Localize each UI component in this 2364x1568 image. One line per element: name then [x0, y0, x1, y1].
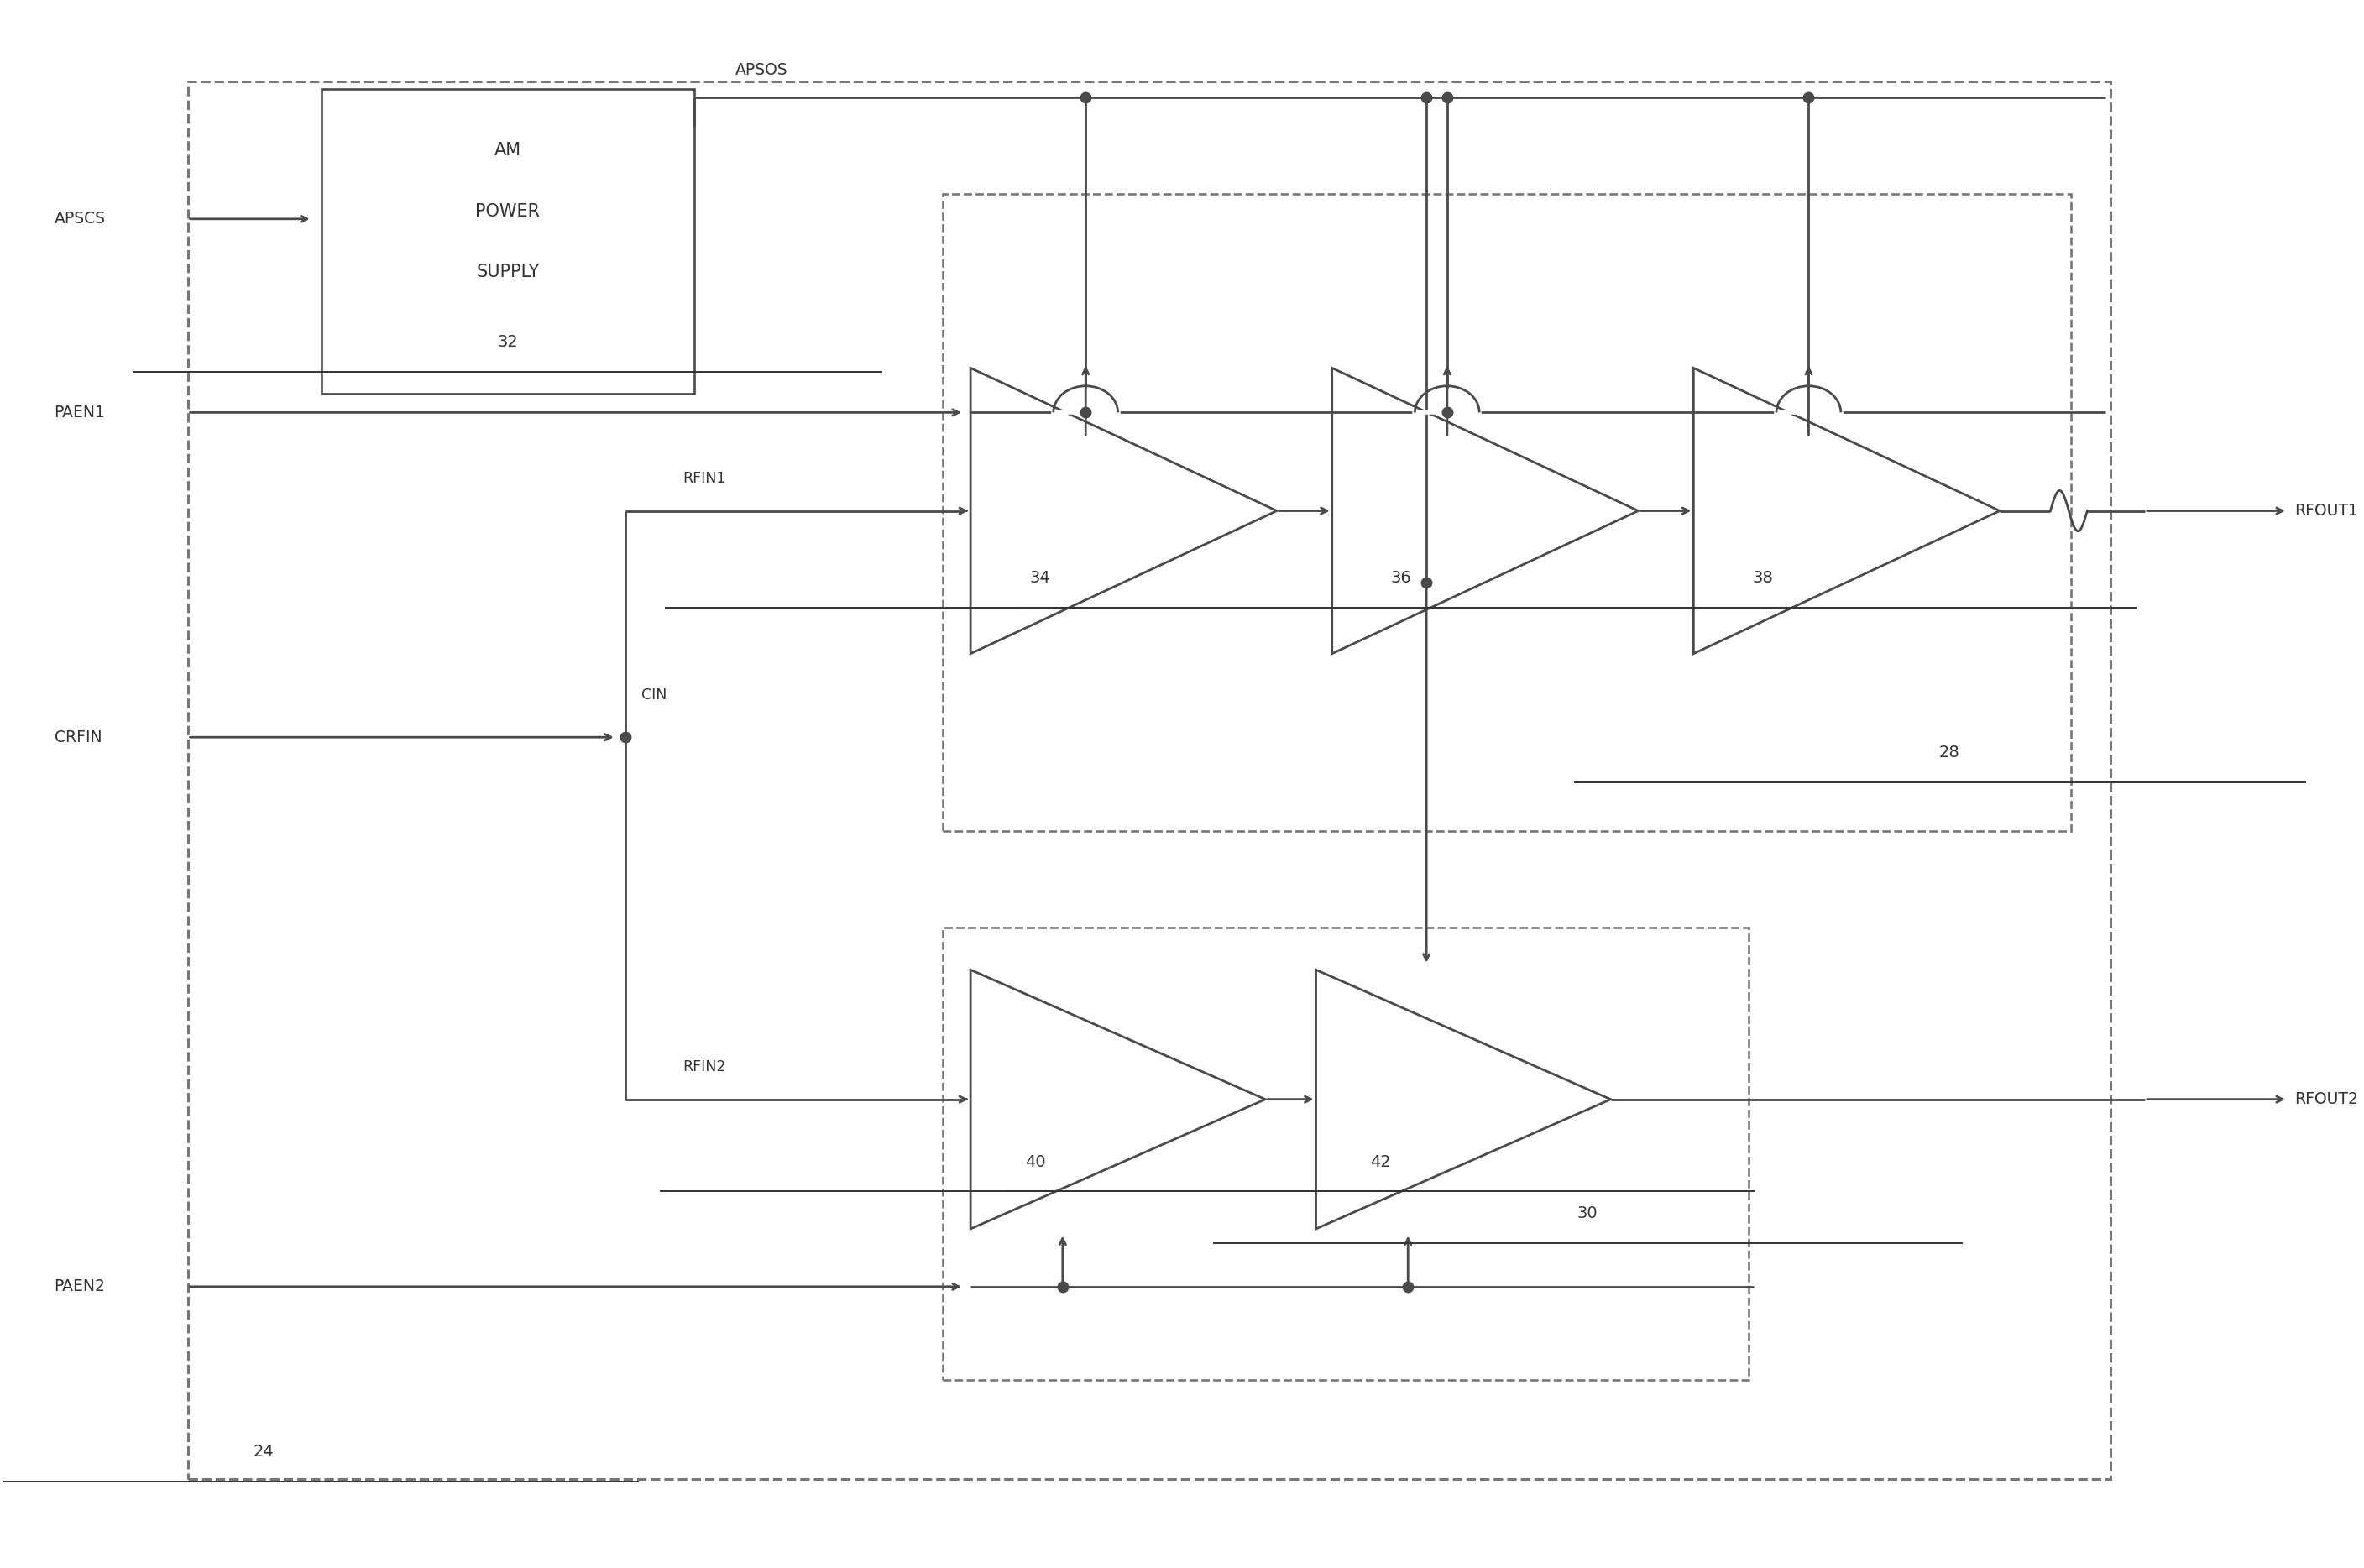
Text: 30: 30: [1577, 1206, 1598, 1221]
Text: RFOUT2: RFOUT2: [2295, 1091, 2359, 1107]
Text: RFIN2: RFIN2: [683, 1060, 726, 1074]
Text: 28: 28: [1938, 745, 1960, 760]
Text: 32: 32: [496, 334, 518, 350]
Text: 24: 24: [253, 1444, 274, 1460]
Text: 42: 42: [1371, 1154, 1390, 1170]
Text: APSOS: APSOS: [735, 63, 787, 78]
Bar: [943, 928, 1749, 1380]
Text: RFIN1: RFIN1: [683, 470, 726, 486]
Text: PAEN1: PAEN1: [54, 405, 106, 420]
Text: 36: 36: [1390, 571, 1411, 586]
Text: CRFIN: CRFIN: [54, 729, 102, 745]
Text: APSCS: APSCS: [54, 212, 106, 227]
Text: SUPPLY: SUPPLY: [475, 263, 539, 281]
Bar: [187, 82, 2111, 1479]
Bar: [943, 194, 2071, 831]
Text: AM: AM: [494, 141, 520, 158]
Text: 38: 38: [1752, 571, 1773, 586]
Text: POWER: POWER: [475, 202, 539, 220]
Text: RFOUT1: RFOUT1: [2295, 503, 2359, 519]
Text: PAEN2: PAEN2: [54, 1278, 106, 1295]
Bar: [322, 89, 695, 394]
Text: 34: 34: [1028, 571, 1050, 586]
Text: CIN: CIN: [641, 688, 667, 702]
Text: 40: 40: [1024, 1154, 1045, 1170]
